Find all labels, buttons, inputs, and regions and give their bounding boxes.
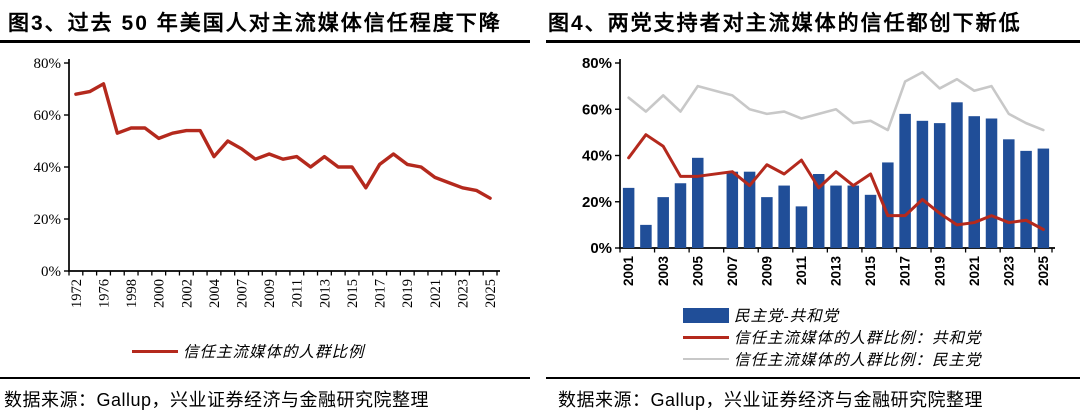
figure4-title: 图4、两党支持者对主流媒体的信任都创下新低 [548,12,1022,35]
svg-text:80%: 80% [34,56,62,72]
figure3-title-rule [0,40,530,43]
svg-text:2025: 2025 [483,279,499,308]
legend-item-gap: 民主党-共和党 [683,304,982,326]
gray-line-swatch-icon [683,357,729,361]
svg-text:2025: 2025 [1036,256,1051,287]
legend-item-democrat: 信任主流媒体的人群比例：民主党 [683,348,982,370]
svg-text:2003: 2003 [656,256,671,287]
svg-text:1972: 1972 [69,279,85,308]
svg-text:2023: 2023 [455,279,471,308]
red-line-swatch-icon [683,335,729,339]
figure3-title: 图3、过去 50 年美国人对主流媒体信任程度下降 [8,12,502,35]
svg-text:2009: 2009 [262,279,278,308]
svg-text:2011: 2011 [290,279,306,307]
svg-text:2007: 2007 [235,279,251,308]
svg-text:40%: 40% [34,160,62,176]
svg-text:60%: 60% [582,101,612,118]
legend-label: 民主党-共和党 [734,308,840,325]
figure3-source: 数据来源：Gallup，兴业证券经济与金融研究院整理 [4,390,430,410]
svg-text:2004: 2004 [207,278,223,308]
svg-text:20%: 20% [582,194,612,211]
trust-in-media-line-chart: 0% 20% 40% 60% 80% 1972 1976 1998 2000 2002 2004 20… [34,56,500,308]
svg-text:2019: 2019 [400,279,416,308]
svg-text:2001: 2001 [621,256,636,287]
svg-text:60%: 60% [34,108,62,124]
figure4-legend: 民主党-共和党 信任主流媒体的人群比例：共和党 信任主流媒体的人群比例：民主党 [683,304,982,370]
svg-text:1976: 1976 [96,279,112,308]
svg-text:2015: 2015 [863,256,878,287]
svg-text:2009: 2009 [759,256,774,286]
svg-text:0%: 0% [41,264,61,280]
svg-text:2021: 2021 [967,256,982,287]
svg-text:2021: 2021 [428,279,444,308]
legend-label: 信任主流媒体的人群比例：民主党 [734,352,982,369]
svg-text:2000: 2000 [152,279,168,308]
figure3-panel: 图3、过去 50 年美国人对主流媒体信任程度下降 0% 20% 40% 60% 80% 1… [0,12,530,410]
figure4-bottom-rule [546,377,1080,379]
svg-text:2017: 2017 [898,256,913,286]
svg-text:2002: 2002 [179,279,195,308]
svg-text:2013: 2013 [829,256,844,287]
legend-label: 信任主流媒体的人群比例：共和党 [734,330,982,347]
svg-text:0%: 0% [590,240,612,257]
svg-text:2011: 2011 [794,256,809,286]
figure3-legend: 信任主流媒体的人群比例 [132,340,365,362]
party-trust-bar-line-chart: 0% 20% 40% 60% 80% 2001 2003 2005 2007 2009 2011 20… [582,55,1055,287]
svg-text:2013: 2013 [317,279,333,308]
legend-label: 信任主流媒体的人群比例 [183,344,365,361]
svg-text:1998: 1998 [124,279,140,308]
svg-text:80%: 80% [582,55,612,72]
svg-text:40%: 40% [582,148,612,165]
figure4-source: 数据来源：Gallup，兴业证券经济与金融研究院整理 [558,390,984,410]
figure3-bottom-rule [0,377,530,379]
figure4-panel: 图4、两党支持者对主流媒体的信任都创下新低 0% 20% 40% 60% 80% 2001… [540,0,1080,420]
svg-text:2019: 2019 [932,256,947,286]
figure4-title-rule [546,40,1080,43]
svg-text:2015: 2015 [345,279,361,308]
red-line-swatch-icon [132,349,178,353]
svg-text:2023: 2023 [1001,256,1016,287]
svg-text:2017: 2017 [373,279,389,308]
legend-item-republican: 信任主流媒体的人群比例：共和党 [683,326,982,348]
svg-text:2007: 2007 [725,256,740,286]
svg-text:20%: 20% [34,212,62,228]
blue-bar-swatch-icon [683,307,729,323]
legend-item-trust-share: 信任主流媒体的人群比例 [132,340,365,362]
svg-text:2005: 2005 [690,256,705,287]
